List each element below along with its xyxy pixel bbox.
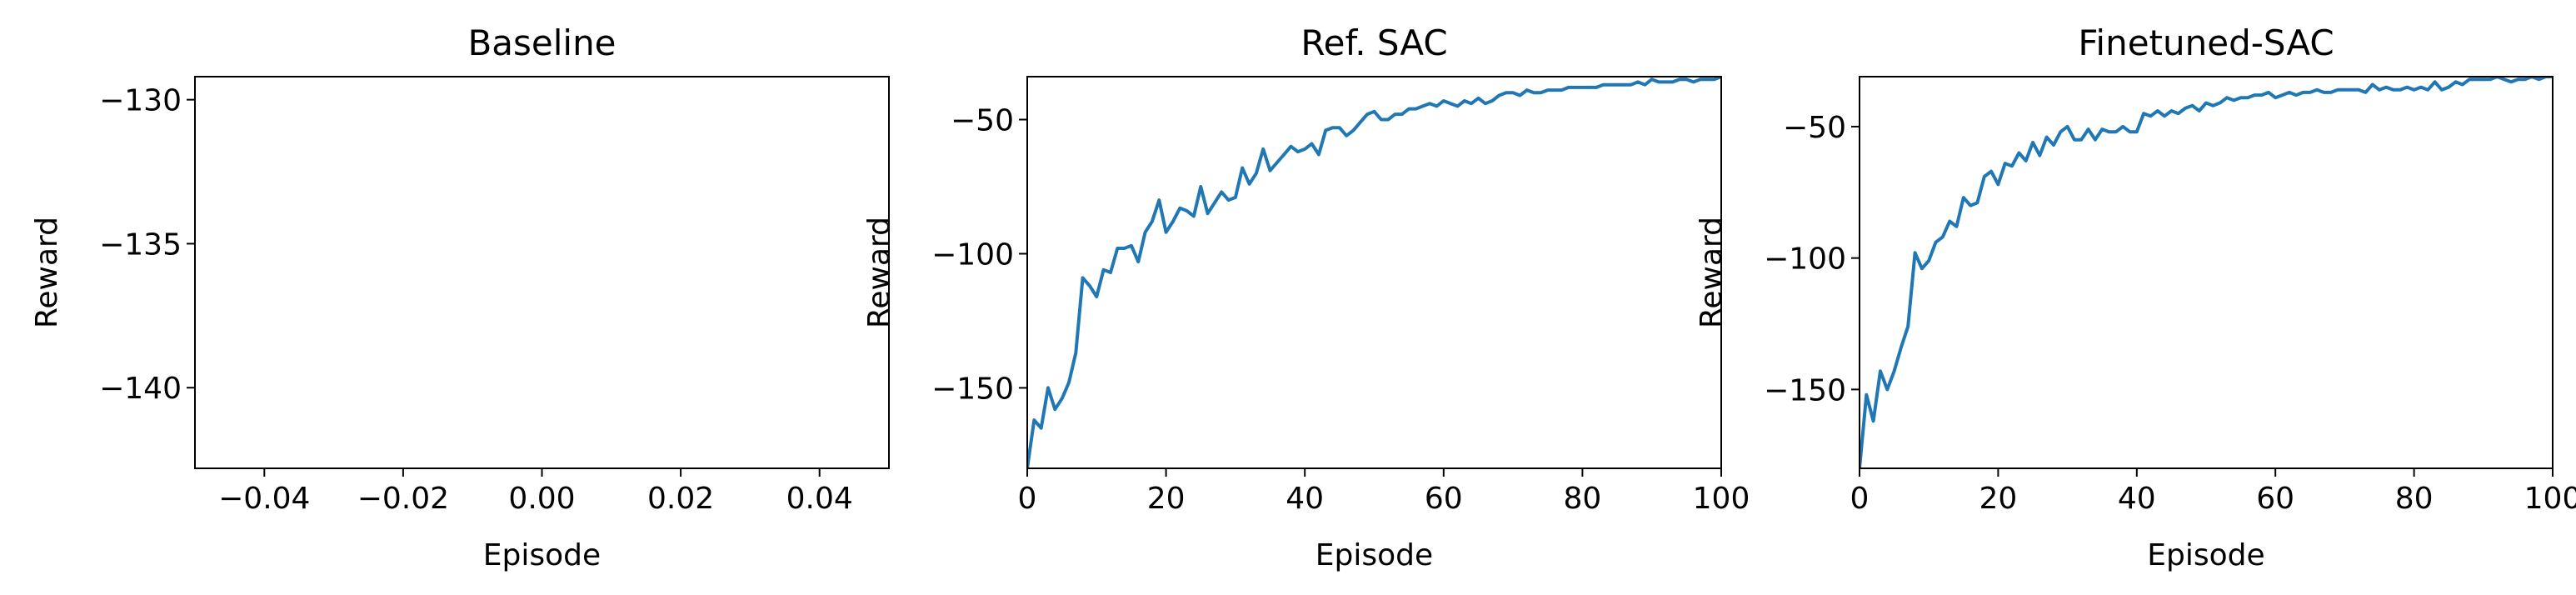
y-axis-label: Reward bbox=[30, 217, 64, 328]
x-axis-label: Episode bbox=[2147, 538, 2264, 572]
x-tick-label: 80 bbox=[2395, 482, 2434, 516]
x-tick-label: −0.02 bbox=[357, 482, 449, 516]
y-tick-label: −150 bbox=[1764, 373, 1846, 408]
subplot-title: Finetuned-SAC bbox=[2078, 22, 2334, 63]
y-tick-label: −100 bbox=[931, 238, 1014, 272]
y-tick-label: −50 bbox=[951, 104, 1014, 138]
x-tick-label: 0.00 bbox=[508, 482, 575, 516]
y-tick-label: −140 bbox=[99, 372, 182, 406]
x-tick-label: 0.04 bbox=[786, 482, 853, 516]
x-tick-label: 0.02 bbox=[647, 482, 714, 516]
x-tick-label: 80 bbox=[1563, 482, 1601, 516]
x-tick-label: 0 bbox=[1850, 482, 1870, 516]
series-line bbox=[1027, 77, 1721, 468]
subplot-3: 0 20 40 60 80 100 −50 −100 −150 Finetuned-SAC Epis… bbox=[1695, 22, 2576, 572]
x-tick-label: 40 bbox=[2118, 482, 2156, 516]
y-axis-label: Reward bbox=[862, 217, 896, 328]
series-line bbox=[1860, 77, 2553, 468]
y-axis-label: Reward bbox=[1695, 217, 1729, 328]
subplot-title: Ref. SAC bbox=[1300, 22, 1447, 63]
plot-frame bbox=[194, 76, 890, 469]
y-tick-label: −135 bbox=[99, 228, 182, 262]
x-tick-label: 20 bbox=[1147, 482, 1186, 516]
y-tick-label: −50 bbox=[1783, 111, 1846, 145]
plot-frame bbox=[1026, 76, 1722, 469]
y-tick-label: −130 bbox=[99, 84, 182, 118]
x-tick-label: 60 bbox=[1425, 482, 1463, 516]
x-tick-label: 20 bbox=[1979, 482, 2017, 516]
subplot-title: Baseline bbox=[467, 22, 616, 63]
x-tick-label: 60 bbox=[2256, 482, 2294, 516]
y-tick-label: −150 bbox=[931, 372, 1014, 406]
x-tick-label: 0 bbox=[1018, 482, 1037, 516]
subplot-1: −0.04 −0.02 0.00 0.02 0.04 −130 −135 −140 Baseli… bbox=[30, 22, 890, 572]
x-tick-label: −0.04 bbox=[218, 482, 310, 516]
x-tick-label: 100 bbox=[2524, 482, 2576, 516]
y-tick-label: −100 bbox=[1764, 242, 1846, 277]
x-axis-label: Episode bbox=[483, 538, 601, 572]
subplot-2: 0 20 40 60 80 100 −50 −100 −150 Ref. SAC Episode Re… bbox=[862, 22, 1750, 572]
plot-frame bbox=[1859, 76, 2554, 469]
x-axis-label: Episode bbox=[1315, 538, 1433, 572]
x-tick-label: 100 bbox=[1693, 482, 1750, 516]
x-tick-label: 40 bbox=[1286, 482, 1324, 516]
